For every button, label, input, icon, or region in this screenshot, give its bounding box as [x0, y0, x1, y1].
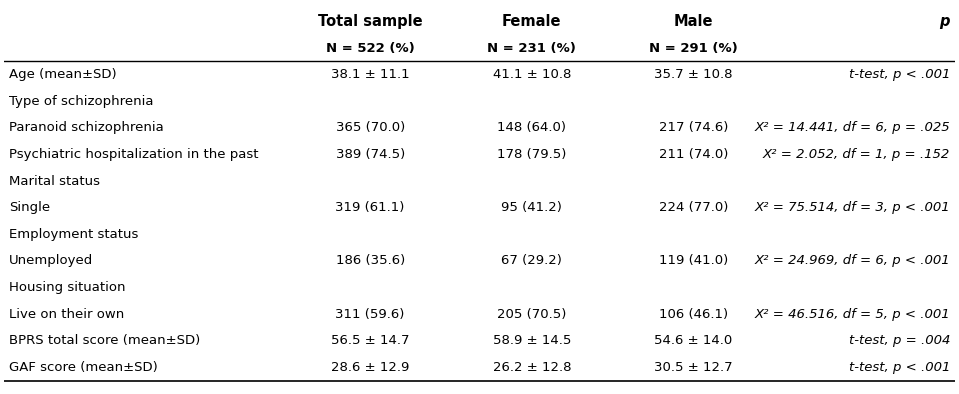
Text: 319 (61.1): 319 (61.1) [336, 201, 405, 214]
Text: t-test, p < .001: t-test, p < .001 [849, 68, 950, 81]
Text: t-test, p < .001: t-test, p < .001 [849, 361, 950, 374]
Text: 217 (74.6): 217 (74.6) [659, 121, 728, 134]
Text: 178 (79.5): 178 (79.5) [497, 148, 567, 161]
Text: 389 (74.5): 389 (74.5) [336, 148, 405, 161]
Text: 205 (70.5): 205 (70.5) [497, 308, 567, 321]
Text: X² = 46.516, df = 5, p < .001: X² = 46.516, df = 5, p < .001 [755, 308, 950, 321]
Text: 211 (74.0): 211 (74.0) [659, 148, 728, 161]
Text: 95 (41.2): 95 (41.2) [502, 201, 562, 214]
Text: Employment status: Employment status [9, 228, 138, 241]
Text: Single: Single [9, 201, 50, 214]
Text: 224 (77.0): 224 (77.0) [659, 201, 728, 214]
Text: 365 (70.0): 365 (70.0) [336, 121, 405, 134]
Text: 26.2 ± 12.8: 26.2 ± 12.8 [493, 361, 571, 374]
Text: X² = 14.441, df = 6, p = .025: X² = 14.441, df = 6, p = .025 [755, 121, 950, 134]
Text: 106 (46.1): 106 (46.1) [659, 308, 728, 321]
Text: Male: Male [673, 14, 713, 29]
Text: 148 (64.0): 148 (64.0) [498, 121, 566, 134]
Text: 186 (35.6): 186 (35.6) [336, 255, 405, 268]
Text: X² = 24.969, df = 6, p < .001: X² = 24.969, df = 6, p < .001 [755, 255, 950, 268]
Text: t-test, p = .004: t-test, p = .004 [849, 334, 950, 347]
Text: N = 231 (%): N = 231 (%) [487, 41, 576, 54]
Text: 119 (41.0): 119 (41.0) [659, 255, 728, 268]
Text: BPRS total score (mean±SD): BPRS total score (mean±SD) [9, 334, 200, 347]
Text: 54.6 ± 14.0: 54.6 ± 14.0 [654, 334, 733, 347]
Text: X² = 2.052, df = 1, p = .152: X² = 2.052, df = 1, p = .152 [762, 148, 950, 161]
Text: 30.5 ± 12.7: 30.5 ± 12.7 [654, 361, 733, 374]
Text: 41.1 ± 10.8: 41.1 ± 10.8 [493, 68, 571, 81]
Text: 38.1 ± 11.1: 38.1 ± 11.1 [331, 68, 409, 81]
Text: Psychiatric hospitalization in the past: Psychiatric hospitalization in the past [9, 148, 258, 161]
Text: 58.9 ± 14.5: 58.9 ± 14.5 [493, 334, 571, 347]
Text: N = 522 (%): N = 522 (%) [326, 41, 414, 54]
Text: 311 (59.6): 311 (59.6) [336, 308, 405, 321]
Text: Age (mean±SD): Age (mean±SD) [9, 68, 117, 81]
Text: Paranoid schizophrenia: Paranoid schizophrenia [9, 121, 164, 134]
Text: X² = 75.514, df = 3, p < .001: X² = 75.514, df = 3, p < .001 [755, 201, 950, 214]
Text: Housing situation: Housing situation [9, 281, 126, 294]
Text: Total sample: Total sample [317, 14, 423, 29]
Text: 56.5 ± 14.7: 56.5 ± 14.7 [331, 334, 409, 347]
Text: 67 (29.2): 67 (29.2) [502, 255, 562, 268]
Text: Unemployed: Unemployed [9, 255, 93, 268]
Text: 35.7 ± 10.8: 35.7 ± 10.8 [654, 68, 733, 81]
Text: GAF score (mean±SD): GAF score (mean±SD) [9, 361, 157, 374]
Text: 28.6 ± 12.9: 28.6 ± 12.9 [331, 361, 409, 374]
Text: Type of schizophrenia: Type of schizophrenia [9, 95, 153, 108]
Text: Female: Female [503, 14, 562, 29]
Text: p: p [940, 14, 950, 29]
Text: Live on their own: Live on their own [9, 308, 124, 321]
Text: Marital status: Marital status [9, 175, 100, 188]
Text: N = 291 (%): N = 291 (%) [649, 41, 737, 54]
